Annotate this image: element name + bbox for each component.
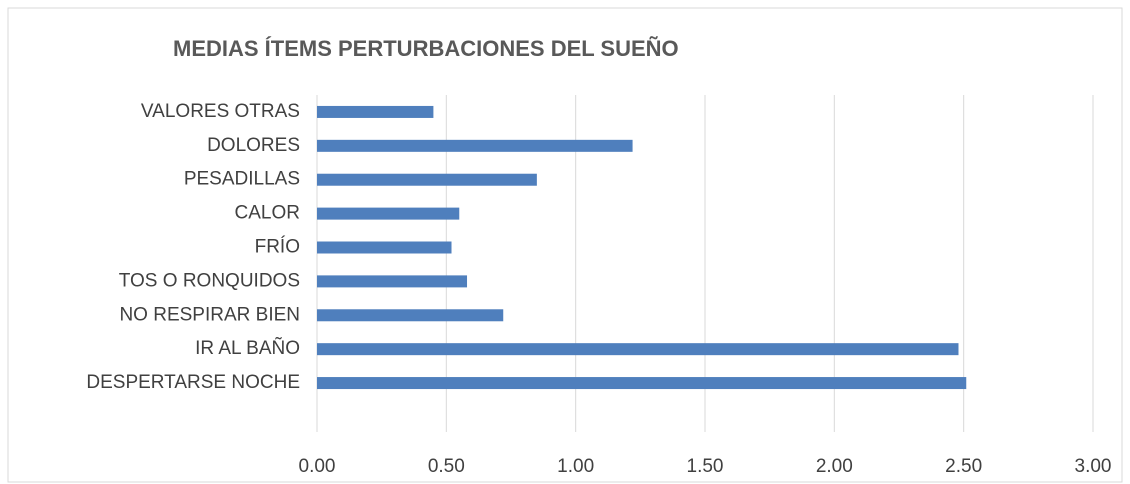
bar — [317, 309, 504, 322]
y-tick-label: PESADILLAS — [184, 169, 300, 190]
y-tick-label: IR AL BAÑO — [195, 337, 300, 359]
bar — [317, 173, 537, 186]
y-tick-label: VALORES OTRAS — [141, 101, 300, 122]
x-tick-label: 1.00 — [557, 456, 594, 477]
bar — [317, 343, 959, 356]
bar — [317, 241, 452, 254]
chart-title: MEDIAS ÍTEMS PERTURBACIONES DEL SUEÑO — [173, 36, 679, 61]
x-tick-label: 3.00 — [1075, 456, 1112, 477]
y-tick-label: TOS O RONQUIDOS — [119, 270, 300, 291]
y-tick-label: CALOR — [235, 203, 300, 224]
x-tick-label: 2.00 — [816, 456, 853, 477]
y-tick-label: FRÍO — [255, 237, 300, 258]
bar — [317, 105, 434, 118]
chart-border — [7, 7, 1123, 483]
bar — [317, 139, 633, 152]
bar — [317, 207, 460, 220]
y-tick-label: DESPERTARSE NOCHE — [86, 372, 300, 393]
x-tick-label: 0.50 — [428, 456, 465, 477]
x-tick-label: 2.50 — [945, 456, 982, 477]
x-tick-label: 0.00 — [299, 456, 336, 477]
bar — [317, 275, 468, 288]
y-tick-label: NO RESPIRAR BIEN — [119, 304, 300, 325]
x-tick-label: 1.50 — [687, 456, 724, 477]
y-tick-label: DOLORES — [207, 135, 300, 156]
bar — [317, 377, 967, 390]
